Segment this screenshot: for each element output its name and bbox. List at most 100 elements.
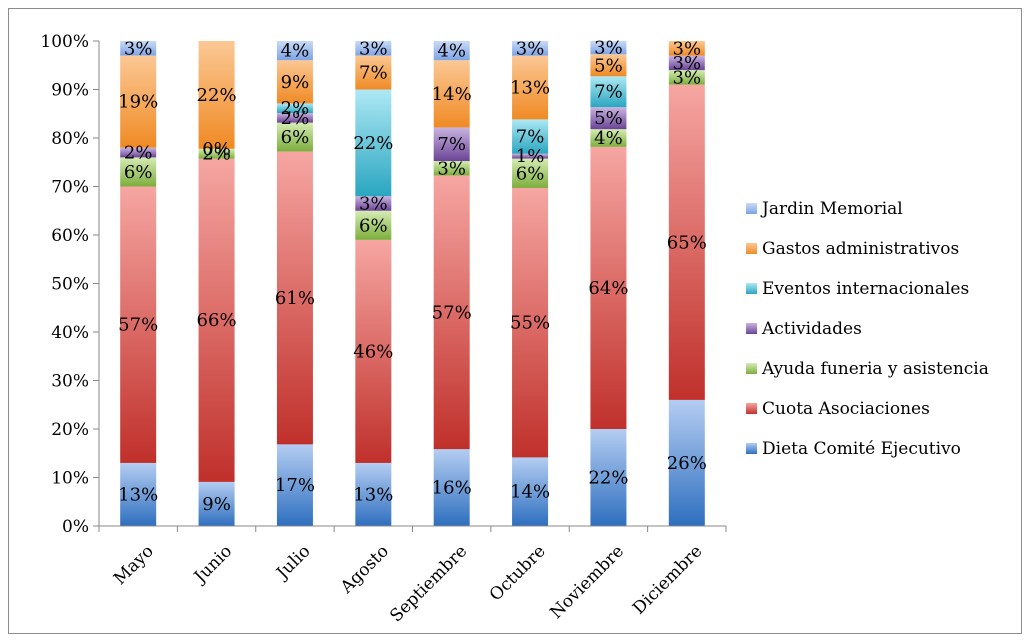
legend-swatch-ayuda-funeria-y-asistencia [746, 363, 757, 374]
data-label-jardin-memorial-mayo: 3% [124, 38, 153, 59]
legend-label-jardin-memorial: Jardin Memorial [760, 199, 903, 219]
bar-eventos-internacionales-noviembre [590, 76, 627, 108]
data-label-actividades-mayo: 2% [124, 143, 153, 164]
legend-swatch-actividades [746, 323, 757, 334]
data-label-cuota-asociaciones-mayo: 57% [118, 315, 158, 336]
data-label-jardin-memorial-octubre: 3% [516, 38, 545, 59]
bar-cuota-asociaciones-junio [198, 158, 235, 482]
chart-frame: 13% 57% 6% 2% 19% 3% 9% 66% 2% 0% 22% 17% 61% 6% 2% 2% 9… [8, 8, 1022, 634]
x-category-label-octubre: Octubre [486, 541, 550, 605]
data-label-jardin-memorial-noviembre: 3% [594, 38, 623, 59]
y-tick-label: 80% [51, 129, 89, 149]
bar-ayuda-funeria-y-asistencia-noviembre [590, 129, 627, 147]
data-label-dieta-comite-ejecutivo-julio: 17% [275, 475, 315, 496]
bar-actividades-diciembre [668, 55, 705, 71]
legend-label-gastos-administrativos: Gastos administrativos [762, 239, 959, 259]
data-label-jardin-memorial-julio: 4% [281, 41, 310, 62]
bar-jardin-memorial-noviembre [590, 41, 627, 55]
y-tick-label: 60% [51, 226, 89, 246]
data-label-cuota-asociaciones-junio: 66% [197, 310, 237, 331]
data-label-actividades-septiembre: 7% [437, 134, 466, 155]
x-category-label-diciembre: Diciembre [629, 541, 706, 618]
data-label-dieta-comite-ejecutivo-agosto: 13% [353, 484, 393, 505]
data-label-eventos-internacionales-julio: 2% [281, 98, 310, 119]
data-label-dieta-comite-ejecutivo-mayo: 13% [118, 484, 158, 505]
bar-jardin-memorial-agosto [355, 41, 392, 56]
bar-dieta-comite-ejecutivo-diciembre [668, 399, 705, 526]
bar-gastos-administrativos-septiembre [433, 60, 470, 128]
bar-dieta-comite-ejecutivo-agosto [355, 462, 392, 526]
bar-dieta-comite-ejecutivo-septiembre [433, 449, 470, 526]
y-tick-label: 40% [51, 323, 89, 343]
data-label-actividades-noviembre: 5% [594, 108, 623, 129]
bar-ayuda-funeria-y-asistencia-septiembre [433, 161, 470, 176]
bar-dieta-comite-ejecutivo-junio [198, 481, 235, 526]
data-label-gastos-administrativos-diciembre: 3% [673, 38, 702, 59]
bar-dieta-comite-ejecutivo-noviembre [590, 429, 627, 526]
data-label-dieta-comite-ejecutivo-septiembre: 16% [432, 478, 472, 499]
bar-ayuda-funeria-y-asistencia-junio [198, 148, 235, 159]
data-label-actividades-octubre: 1% [516, 146, 545, 167]
legend: Jardin Memorial Gastos administrativos Eve… [746, 199, 989, 459]
data-label-ayuda-funeria-y-asistencia-octubre: 6% [516, 163, 545, 184]
bar-jardin-memorial-mayo [120, 41, 157, 56]
data-label-gastos-administrativos-julio: 9% [281, 72, 310, 93]
bar-ayuda-funeria-y-asistencia-julio [276, 122, 313, 152]
data-label-eventos-internacionales-agosto: 22% [353, 133, 393, 154]
legend-swatch-dieta-comite-ejecutivo [746, 443, 757, 454]
bar-actividades-noviembre [590, 107, 627, 130]
bar-ayuda-funeria-y-asistencia-diciembre [668, 70, 705, 85]
bar-gastos-administrativos-mayo [120, 55, 157, 148]
data-label-jardin-memorial-septiembre: 4% [437, 41, 466, 62]
y-tick-label: 70% [51, 178, 89, 198]
bar-dieta-comite-ejecutivo-julio [276, 444, 313, 526]
bar-cuota-asociaciones-mayo [120, 186, 157, 463]
bar-cuota-asociaciones-noviembre [590, 146, 627, 429]
data-label-ayuda-funeria-y-asistencia-mayo: 6% [124, 162, 153, 183]
data-label-ayuda-funeria-y-asistencia-junio: 2% [202, 144, 231, 165]
bar-jardin-memorial-septiembre [433, 41, 470, 61]
legend-label-eventos-internacionales: Eventos internacionales [762, 279, 969, 299]
bar-jardin-memorial-octubre [512, 41, 549, 56]
legend-swatch-cuota-asociaciones [746, 403, 757, 414]
data-label-cuota-asociaciones-septiembre: 57% [432, 302, 472, 323]
data-label-ayuda-funeria-y-asistencia-noviembre: 4% [594, 128, 623, 149]
bar-eventos-internacionales-agosto [355, 89, 392, 197]
data-label-gastos-administrativos-mayo: 19% [118, 92, 158, 113]
y-tick-label: 100% [40, 32, 89, 52]
legend-swatch-eventos-internacionales [746, 283, 757, 294]
data-label-gastos-administrativos-octubre: 13% [510, 78, 550, 99]
bar-cuota-asociaciones-septiembre [433, 175, 470, 450]
bar-cuota-asociaciones-julio [276, 151, 313, 445]
x-category-label-noviembre: Noviembre [546, 541, 628, 623]
bar-actividades-mayo [120, 147, 157, 158]
bar-dieta-comite-ejecutivo-octubre [512, 457, 549, 526]
data-label-actividades-junio: 0% [202, 139, 231, 160]
bar-eventos-internacionales-julio [276, 103, 313, 114]
y-tick-label: 20% [51, 420, 89, 440]
data-label-actividades-agosto: 3% [359, 193, 388, 214]
data-label-eventos-internacionales-noviembre: 7% [594, 82, 623, 103]
legend-label-dieta-comite-ejecutivo: Dieta Comité Ejecutivo [762, 439, 961, 459]
bar-ayuda-funeria-y-asistencia-mayo [120, 157, 157, 187]
data-label-cuota-asociaciones-noviembre: 64% [588, 278, 628, 299]
y-tick-label: 0% [62, 517, 89, 537]
bar-eventos-internacionales-octubre [512, 119, 549, 154]
y-tick-label: 90% [51, 81, 89, 101]
bar-gastos-administrativos-junio [198, 41, 235, 149]
bar-cuota-asociaciones-octubre [512, 187, 549, 458]
legend-label-cuota-asociaciones: Cuota Asociaciones [762, 399, 930, 419]
data-label-dieta-comite-ejecutivo-diciembre: 26% [667, 453, 707, 474]
data-label-cuota-asociaciones-octubre: 55% [510, 313, 550, 334]
bar-gastos-administrativos-octubre [512, 55, 549, 120]
y-tick-label: 30% [51, 372, 89, 392]
bar-actividades-agosto [355, 196, 392, 211]
bar-ayuda-funeria-y-asistencia-octubre [512, 158, 549, 188]
data-label-eventos-internacionales-octubre: 7% [516, 127, 545, 148]
legend-swatch-jardin-memorial [746, 203, 757, 214]
data-label-ayuda-funeria-y-asistencia-septiembre: 3% [437, 158, 466, 179]
bar-cuota-asociaciones-diciembre [668, 84, 705, 400]
bar-gastos-administrativos-julio [276, 60, 313, 104]
x-category-label-mayo: Mayo [110, 541, 158, 589]
data-label-jardin-memorial-agosto: 3% [359, 38, 388, 59]
